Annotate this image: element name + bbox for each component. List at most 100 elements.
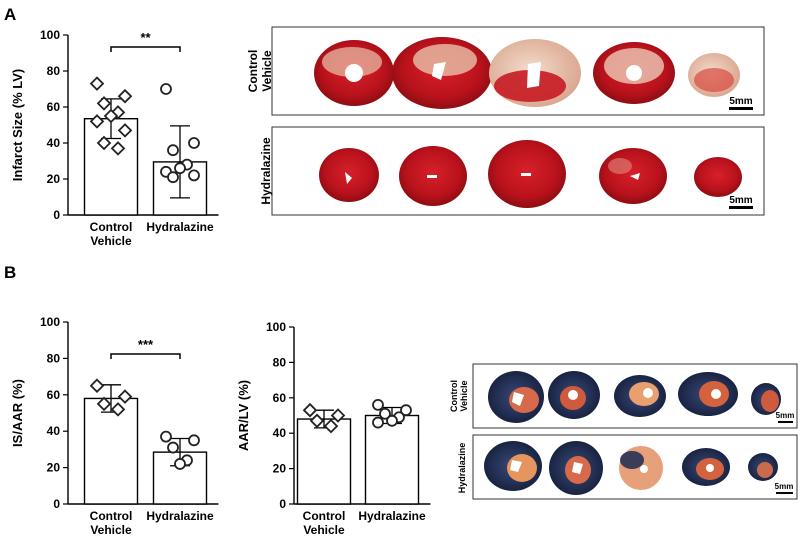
y-tick-label: 60 (47, 388, 61, 402)
heart-slice (488, 371, 544, 423)
svg-text:Control: Control (449, 380, 459, 412)
y-axis-label: AAR/LV (%) (236, 380, 251, 451)
significance-label: ** (140, 30, 151, 45)
svg-text:Control: Control (246, 50, 260, 93)
bar (83, 397, 139, 505)
scale-bar (729, 107, 753, 110)
y-tick-label: 80 (273, 355, 287, 369)
data-point (167, 171, 179, 184)
data-point (110, 402, 126, 417)
svg-text:Vehicle: Vehicle (459, 380, 469, 411)
heart-slice (392, 37, 492, 109)
data-point (188, 434, 200, 447)
heart-slice (399, 146, 467, 206)
photo-label-a-control: Control Vehicle (246, 50, 274, 93)
data-point (167, 144, 179, 157)
photo-label-a-hydralazine: Hydralazine (259, 137, 273, 205)
data-point (302, 402, 318, 418)
heart-slice (748, 453, 778, 481)
data-point (372, 416, 384, 429)
data-point (188, 137, 200, 149)
heart-slice (751, 383, 781, 415)
y-tick-label: 100 (40, 315, 60, 329)
y-tick-label: 60 (47, 100, 61, 114)
y-tick-label: 80 (47, 351, 61, 365)
x-tick-label: Hydralazine (146, 509, 214, 523)
svg-text:Vehicle: Vehicle (260, 50, 274, 92)
data-point (110, 141, 126, 156)
data-point (400, 404, 412, 417)
heart-slice (319, 148, 379, 202)
data-point (96, 135, 112, 151)
x-tick-label: Vehicle (303, 523, 345, 537)
significance-bracket (110, 353, 181, 359)
y-tick-label: 40 (47, 136, 61, 150)
x-tick-label: Vehicle (90, 234, 132, 248)
data-point (96, 96, 112, 111)
data-point (372, 398, 384, 411)
scale-bar (776, 492, 793, 494)
scale-bar (778, 421, 793, 423)
y-axis-label: IS/AAR (%) (10, 379, 25, 447)
scale-bar-label: 5mm (776, 411, 795, 420)
x-tick-label: Hydralazine (146, 220, 214, 234)
heart-slice (678, 372, 738, 416)
data-point (89, 76, 105, 91)
heart-slice (619, 446, 663, 490)
bar (296, 418, 352, 505)
scale-bar-label: 5mm (775, 482, 794, 491)
data-point (167, 441, 179, 454)
heart-slice (489, 39, 581, 107)
svg-text:Hydralazine: Hydralazine (259, 137, 273, 205)
data-point (309, 413, 325, 429)
photo-panel-b-control: 5mm (472, 363, 798, 429)
data-point (174, 162, 186, 175)
panel-letter-a: A (4, 5, 16, 24)
data-point (89, 378, 105, 393)
data-point (117, 123, 133, 138)
data-point (330, 408, 346, 423)
x-tick-label: Hydralazine (358, 509, 426, 523)
photo-panel-b-hydralazine: 5mm (472, 434, 798, 500)
data-point (117, 389, 133, 404)
heart-slice (614, 375, 666, 417)
heart-slice (599, 148, 667, 204)
x-tick-label: Vehicle (90, 523, 132, 537)
heart-slice (694, 157, 742, 197)
y-tick-label: 40 (47, 424, 61, 438)
data-point (103, 108, 119, 124)
y-tick-label: 80 (47, 64, 61, 78)
photo-panel-a-hydralazine: 5mm (271, 126, 765, 216)
y-tick-label: 0 (53, 208, 60, 222)
y-tick-label: 40 (273, 426, 287, 440)
bar (364, 414, 420, 505)
y-tick-label: 20 (47, 461, 61, 475)
significance-bracket (110, 46, 181, 52)
significance-label: *** (138, 337, 154, 352)
data-point (160, 430, 172, 443)
panel-letter-b: B (4, 263, 16, 282)
scale-bar (729, 206, 753, 209)
photo-label-b-control: Control Vehicle (449, 380, 469, 412)
scale-bar-label: 5mm (729, 96, 752, 107)
scale-bar-label: 5mm (729, 195, 752, 206)
heart-slice (484, 441, 542, 491)
photo-panel-a-control: 5mm (271, 26, 765, 116)
x-tick-label: Control (90, 220, 133, 234)
data-point (323, 418, 339, 434)
x-tick-label: Control (303, 509, 346, 523)
y-tick-label: 100 (266, 320, 286, 334)
y-tick-label: 20 (47, 172, 61, 186)
data-point (188, 169, 200, 182)
heart-slice (548, 371, 600, 419)
data-point (379, 407, 391, 420)
y-tick-label: 60 (273, 391, 287, 405)
y-axis-label: Infarct Size (% LV) (10, 69, 25, 181)
data-point (96, 396, 112, 412)
svg-text:Hydralazine: Hydralazine (457, 443, 467, 494)
heart-slice (549, 441, 603, 495)
data-point (89, 114, 105, 129)
